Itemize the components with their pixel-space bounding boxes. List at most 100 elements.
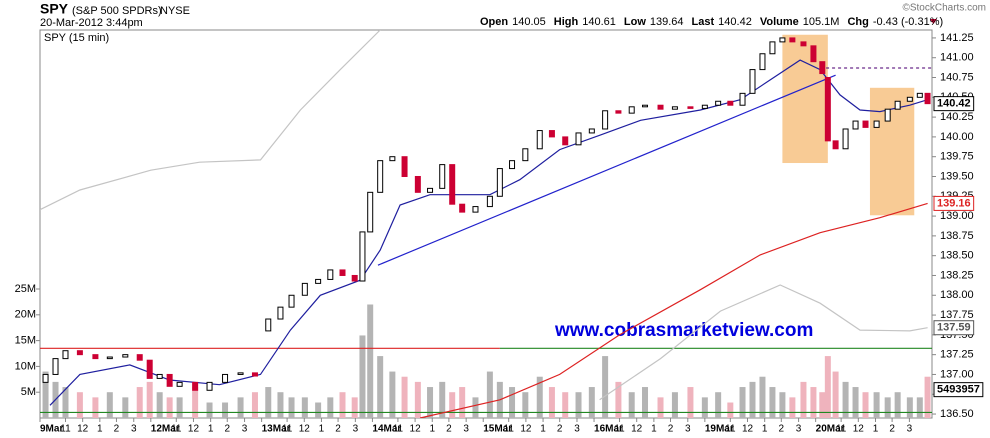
volume-bar	[146, 381, 153, 418]
volume-bar	[92, 397, 99, 418]
volume-bar	[628, 392, 635, 418]
candle	[687, 106, 694, 109]
volume-bar	[389, 371, 396, 418]
volume-bar	[42, 371, 49, 418]
candle	[842, 128, 849, 150]
y-tick-label: 137.00	[940, 368, 974, 380]
volume-bar	[779, 392, 786, 418]
candle	[916, 92, 923, 98]
volume-bar	[76, 392, 83, 418]
x-tick-label: 1	[429, 424, 435, 435]
x-tick-label: 11	[171, 424, 182, 435]
x-tick-label: 11	[393, 424, 404, 435]
y-tick-label: 140.25	[940, 111, 974, 123]
x-tick-label: 20Mar	[816, 424, 845, 435]
x-tick-label: 11	[836, 424, 847, 435]
candle	[206, 381, 213, 391]
symbol: SPY	[40, 1, 69, 17]
x-tick-label: 1	[651, 424, 657, 435]
last-price-tag: 140.42	[933, 96, 975, 112]
y-tick-label: 141.00	[940, 52, 974, 64]
volume-bar	[824, 356, 831, 418]
symbol-name: (S&P 500 SPDRs)	[72, 5, 162, 17]
volume-bar	[701, 397, 708, 418]
y2-tick-label: 25M	[15, 283, 36, 295]
volume-bar	[486, 371, 493, 418]
candle	[339, 269, 346, 276]
moving-average	[40, 30, 928, 401]
x-tick-label: 3	[131, 424, 137, 435]
volume-bar	[106, 392, 113, 418]
x-tick-label: 15Mar	[483, 424, 512, 435]
volume-bar	[562, 392, 569, 418]
x-tick-label: 11	[614, 424, 625, 435]
x-tick-label: 3	[242, 424, 248, 435]
volume-bar	[536, 376, 543, 418]
candle	[486, 195, 493, 208]
volume-bar	[769, 387, 776, 418]
candle	[671, 106, 678, 110]
volume-bar	[277, 392, 284, 418]
y-tick-label: 138.00	[940, 289, 974, 301]
x-tick-label: 12	[631, 424, 643, 435]
candle	[749, 69, 756, 94]
candle	[615, 110, 622, 114]
quote-value: 140.05	[512, 16, 546, 28]
x-tick-label: 1	[873, 424, 879, 435]
quote-label: Last	[692, 16, 715, 28]
candle	[367, 191, 374, 233]
volume-bar	[222, 402, 229, 418]
volume-bar	[789, 397, 796, 418]
x-tick-label: 11	[282, 424, 293, 435]
candle	[819, 61, 826, 75]
candle	[575, 132, 582, 146]
candle	[536, 130, 543, 150]
candle	[351, 274, 358, 282]
candle	[92, 354, 99, 360]
y-tick-label: 138.75	[940, 230, 974, 242]
volume-bar	[156, 392, 163, 418]
volume-bar	[739, 387, 746, 418]
x-tick-label: 12	[299, 424, 311, 435]
candle	[136, 354, 143, 361]
candle	[759, 53, 766, 71]
volume-bar	[377, 356, 384, 418]
y-tick-label: 141.25	[940, 32, 974, 44]
x-tick-label: 2	[557, 424, 563, 435]
volume-bar	[449, 392, 456, 418]
candle	[222, 373, 229, 383]
candle	[602, 110, 609, 130]
candle	[832, 140, 839, 150]
x-tick-label: 12	[853, 424, 865, 435]
x-tick-label: 12	[77, 424, 89, 435]
x-tick-label: 12	[742, 424, 754, 435]
volume-bar	[122, 397, 129, 418]
x-tick-label: 11	[504, 424, 515, 435]
candle	[52, 358, 59, 375]
candle	[800, 41, 807, 47]
quote-label: Low	[624, 16, 646, 28]
volume-bar	[819, 392, 826, 418]
candle	[288, 294, 295, 308]
volume-bar	[288, 397, 295, 418]
volume-bar	[459, 387, 466, 418]
last-value-tag-box	[933, 320, 975, 336]
volume-bar	[62, 387, 69, 418]
y-tick-label: 137.75	[940, 309, 974, 321]
volume-bar	[414, 381, 421, 418]
last-price-tag-box	[933, 96, 975, 112]
volume-bar	[548, 387, 555, 418]
last-value-tag-box	[933, 195, 975, 211]
volume-bar	[472, 397, 479, 418]
candle	[449, 164, 456, 205]
y-tick-label: 138.50	[940, 250, 974, 262]
x-tick-label: 2	[889, 424, 895, 435]
last-value-tag-text: 137.59	[937, 322, 971, 334]
volume-bar	[615, 381, 622, 418]
x-tick-label: 11	[725, 424, 736, 435]
x-tick-label: 3	[353, 424, 359, 435]
volume-bar	[862, 392, 869, 418]
candle	[192, 381, 199, 391]
last-volume-tag-text: 5493957	[937, 384, 980, 396]
